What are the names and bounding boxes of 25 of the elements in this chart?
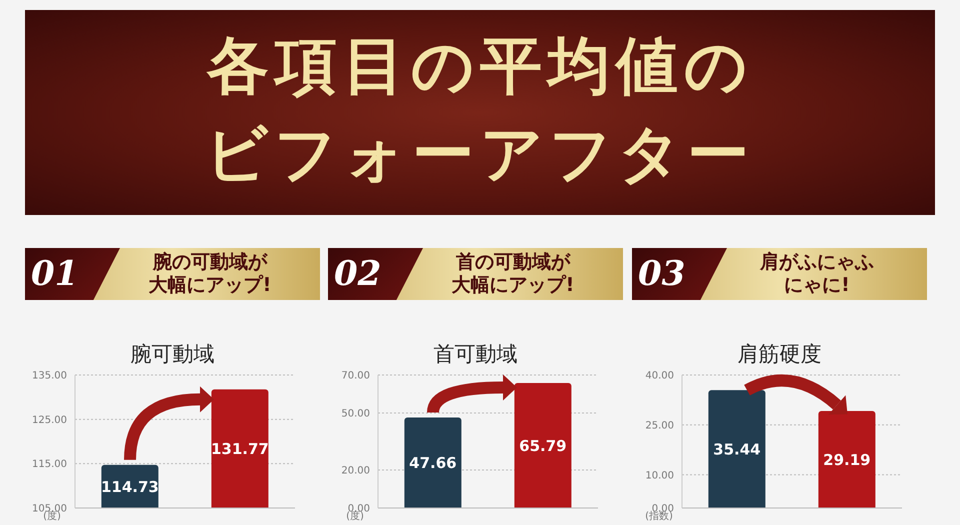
y-tick-label: 70.00	[341, 370, 370, 382]
data-label: 65.79	[519, 436, 567, 455]
chart-title: 首可動域	[432, 341, 518, 368]
data-label: 47.66	[409, 454, 457, 472]
data-label: 29.19	[823, 450, 871, 469]
data-label: 131.77	[210, 440, 269, 458]
chart-title: 肩筋硬度	[736, 341, 822, 368]
y-tick-label: 50.00	[341, 408, 370, 420]
text: 01	[31, 254, 78, 294]
text: 各項目の平均値のビフォーアフター	[204, 28, 756, 192]
y-tick-label: 20.00	[341, 466, 370, 477]
y-tick-label: 135.00	[32, 370, 67, 382]
data-label: 114.73	[100, 478, 159, 496]
y-tick-label: 25.00	[645, 420, 674, 432]
text: 02	[334, 254, 382, 294]
y-tick-label: 125.00	[32, 414, 67, 426]
text: 03	[638, 254, 686, 294]
y-tick-label: 115.00	[32, 459, 67, 470]
chart-subtitle: 肩がふにゃふにゃに!	[758, 251, 875, 297]
chart-title: 腕可動域	[130, 341, 216, 368]
y-tick-label: 10.00	[645, 470, 674, 482]
chart-subtitle: 腕の可動域が大幅にアップ!	[148, 251, 272, 297]
y-tick-label: 40.00	[645, 370, 674, 382]
data-label: 35.44	[713, 440, 761, 458]
chart-subtitle: 首の可動域が大幅にアップ!	[450, 251, 576, 297]
